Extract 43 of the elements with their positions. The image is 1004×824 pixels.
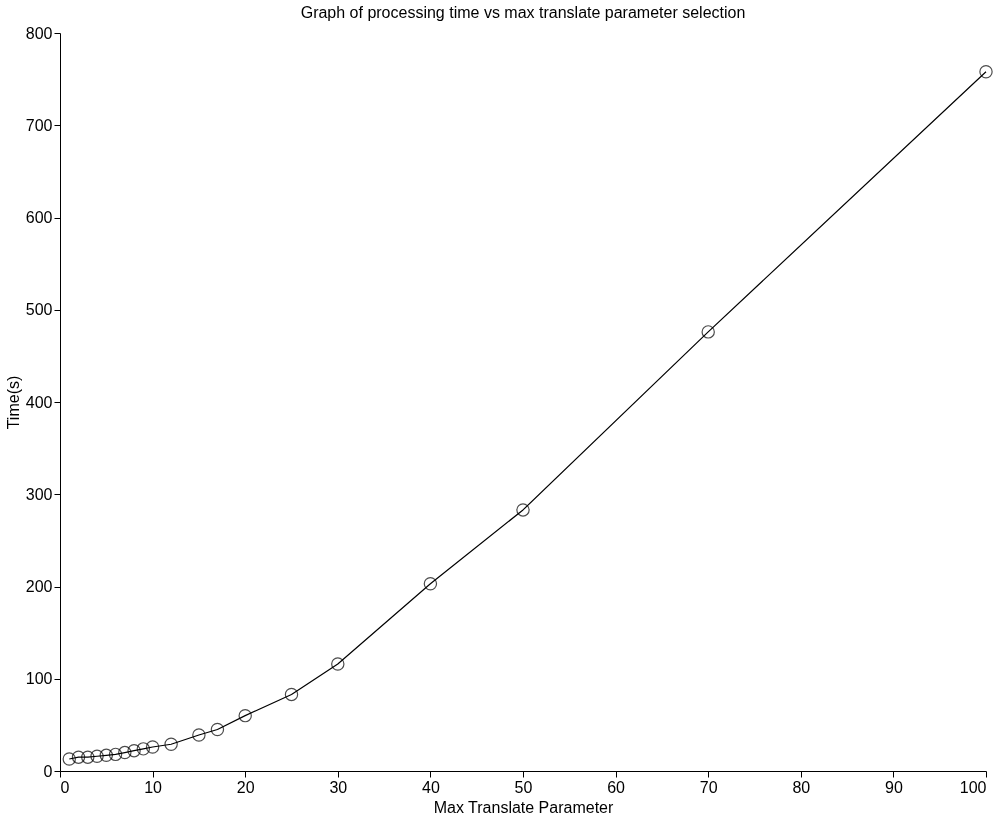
y-tick-label: 800: [25, 24, 53, 42]
point: [127, 743, 141, 758]
point: [516, 503, 530, 517]
x-tick-label: 0: [60, 778, 70, 796]
point: [81, 750, 95, 764]
point: [979, 65, 993, 79]
y-tick-label: 700: [25, 116, 53, 134]
chart-title: Graph of processing time vs max translate parameter selection: [300, 4, 746, 21]
y-tick-label: 600: [25, 209, 53, 226]
point: [701, 325, 715, 339]
point: [331, 657, 345, 671]
y-tick-label: 400: [25, 393, 53, 411]
point: [145, 740, 160, 754]
x-axis-title: Max Translate Parameter: [433, 798, 614, 816]
point: [118, 745, 132, 760]
x-tick-label: 50: [514, 778, 533, 796]
x-tick-label: 100: [959, 778, 987, 796]
point: [62, 752, 76, 766]
point: [284, 687, 299, 702]
y-tick-label: 100: [25, 670, 53, 688]
x-tick-label: 60: [607, 778, 626, 796]
y-tick-label: 0: [43, 762, 53, 780]
point: [136, 742, 151, 756]
y-tick-label: 300: [25, 485, 53, 503]
point: [99, 748, 114, 763]
x-tick-label: 40: [422, 778, 440, 796]
point: [423, 577, 438, 591]
point: [90, 749, 104, 763]
x-tick-label: 10: [144, 778, 163, 796]
x-tick-label: 30: [329, 778, 348, 796]
point: [164, 737, 178, 751]
x-tick-label: 70: [699, 778, 718, 796]
point: [108, 747, 123, 762]
point: [210, 722, 225, 737]
x-tick-label: 20: [236, 778, 255, 796]
point: [192, 728, 206, 742]
y-tick-label: 200: [25, 578, 53, 595]
point: [71, 750, 86, 764]
y-tick-label: 500: [25, 301, 53, 319]
y-axis-title: Time(s): [4, 375, 22, 430]
point: [238, 708, 252, 723]
x-tick-label: 90: [885, 778, 903, 796]
x-tick-label: 80: [792, 778, 811, 796]
